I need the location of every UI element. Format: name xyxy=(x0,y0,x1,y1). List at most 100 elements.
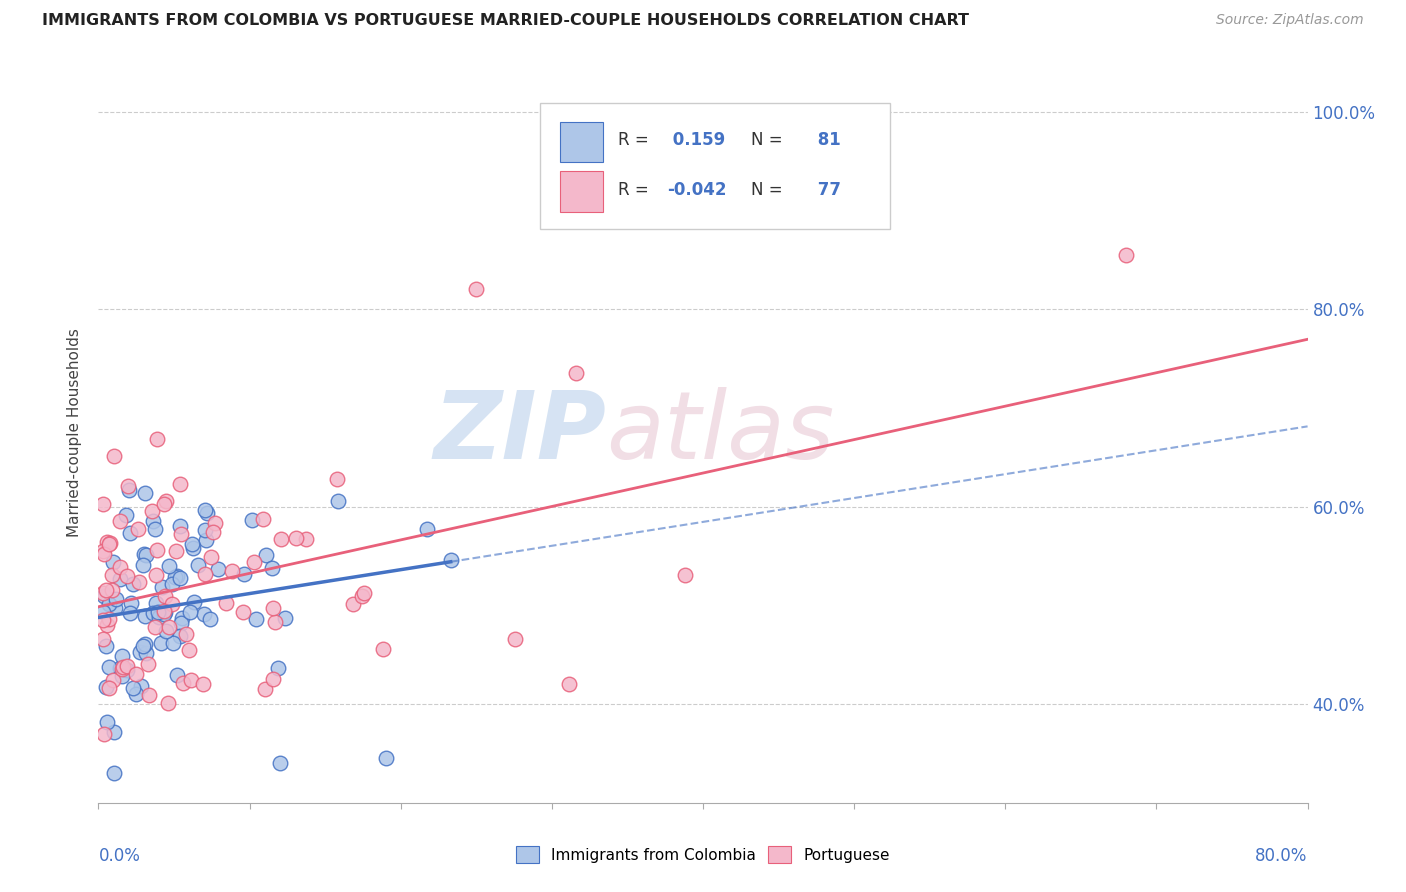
Point xyxy=(97,597,120,611)
Point xyxy=(155,624,177,638)
Point xyxy=(342,597,364,611)
Point xyxy=(194,566,217,581)
Point xyxy=(145,567,167,582)
Point xyxy=(101,673,124,688)
Point xyxy=(120,596,142,610)
Point xyxy=(156,696,179,710)
Point xyxy=(98,536,121,550)
Point xyxy=(146,542,169,557)
Point xyxy=(233,566,256,581)
Point xyxy=(127,522,149,536)
Point xyxy=(128,645,150,659)
Text: R =: R = xyxy=(619,131,650,149)
Point xyxy=(169,477,191,491)
Point xyxy=(132,639,155,653)
Point xyxy=(177,643,200,657)
Point xyxy=(170,527,193,541)
Point xyxy=(153,605,176,619)
Point xyxy=(353,586,375,600)
Point xyxy=(153,497,176,511)
Point xyxy=(201,525,224,540)
Text: N =: N = xyxy=(751,131,783,149)
Point xyxy=(254,548,277,562)
Text: ZIP: ZIP xyxy=(433,386,606,479)
Point xyxy=(136,657,159,672)
Point xyxy=(169,571,191,585)
Point xyxy=(180,537,202,551)
Point xyxy=(146,432,169,446)
Point xyxy=(145,596,167,610)
Point xyxy=(153,607,176,621)
Point xyxy=(253,682,276,697)
Point xyxy=(108,572,131,586)
Point xyxy=(262,600,284,615)
Point xyxy=(125,667,148,681)
Point xyxy=(120,525,142,540)
Point xyxy=(162,636,184,650)
Point xyxy=(285,531,308,545)
Point xyxy=(183,595,205,609)
Point xyxy=(104,600,127,615)
Point xyxy=(96,618,118,632)
Point xyxy=(673,567,696,582)
Point xyxy=(166,667,188,681)
Point xyxy=(103,766,125,780)
Point xyxy=(143,620,166,634)
Text: N =: N = xyxy=(751,181,783,199)
Point xyxy=(416,522,439,536)
Point xyxy=(98,537,121,551)
Point xyxy=(91,613,114,627)
Point xyxy=(108,514,131,528)
Point xyxy=(232,605,254,619)
Point xyxy=(1115,248,1137,262)
Point xyxy=(165,570,187,584)
Point xyxy=(194,502,217,516)
Point xyxy=(157,558,180,573)
Point xyxy=(170,615,193,630)
Text: 77: 77 xyxy=(811,181,841,199)
Text: Source: ZipAtlas.com: Source: ZipAtlas.com xyxy=(1216,13,1364,28)
Text: atlas: atlas xyxy=(606,387,835,478)
Point xyxy=(117,479,139,493)
Point xyxy=(122,577,145,591)
Point xyxy=(169,519,191,533)
Text: 0.159: 0.159 xyxy=(666,131,725,149)
Point xyxy=(371,642,394,657)
Point xyxy=(174,627,197,641)
Point xyxy=(143,522,166,536)
Point xyxy=(148,609,170,624)
Point xyxy=(328,494,350,508)
Point xyxy=(111,668,134,682)
Point xyxy=(135,646,157,660)
Point xyxy=(94,680,117,694)
Point xyxy=(242,555,264,569)
Legend: Immigrants from Colombia, Portuguese: Immigrants from Colombia, Portuguese xyxy=(510,840,896,869)
Point xyxy=(111,660,134,674)
Point xyxy=(245,612,267,626)
Point xyxy=(295,533,318,547)
Point xyxy=(141,503,163,517)
Point xyxy=(191,677,214,691)
Point xyxy=(240,512,263,526)
Point xyxy=(157,620,180,634)
Point xyxy=(138,688,160,702)
Point xyxy=(198,612,221,626)
Point xyxy=(169,629,191,643)
Point xyxy=(111,648,134,663)
Point xyxy=(146,605,169,619)
Point xyxy=(134,548,156,562)
Point xyxy=(122,681,145,695)
Point xyxy=(170,611,193,625)
Point xyxy=(326,472,349,486)
Point xyxy=(115,658,138,673)
Point xyxy=(98,659,121,673)
Point xyxy=(150,580,173,594)
Point xyxy=(103,725,125,739)
Point xyxy=(262,672,284,686)
Point xyxy=(558,677,581,691)
Point xyxy=(128,575,150,590)
Point xyxy=(108,661,131,675)
Point xyxy=(132,558,155,572)
Point xyxy=(374,751,396,765)
Point xyxy=(150,635,173,649)
